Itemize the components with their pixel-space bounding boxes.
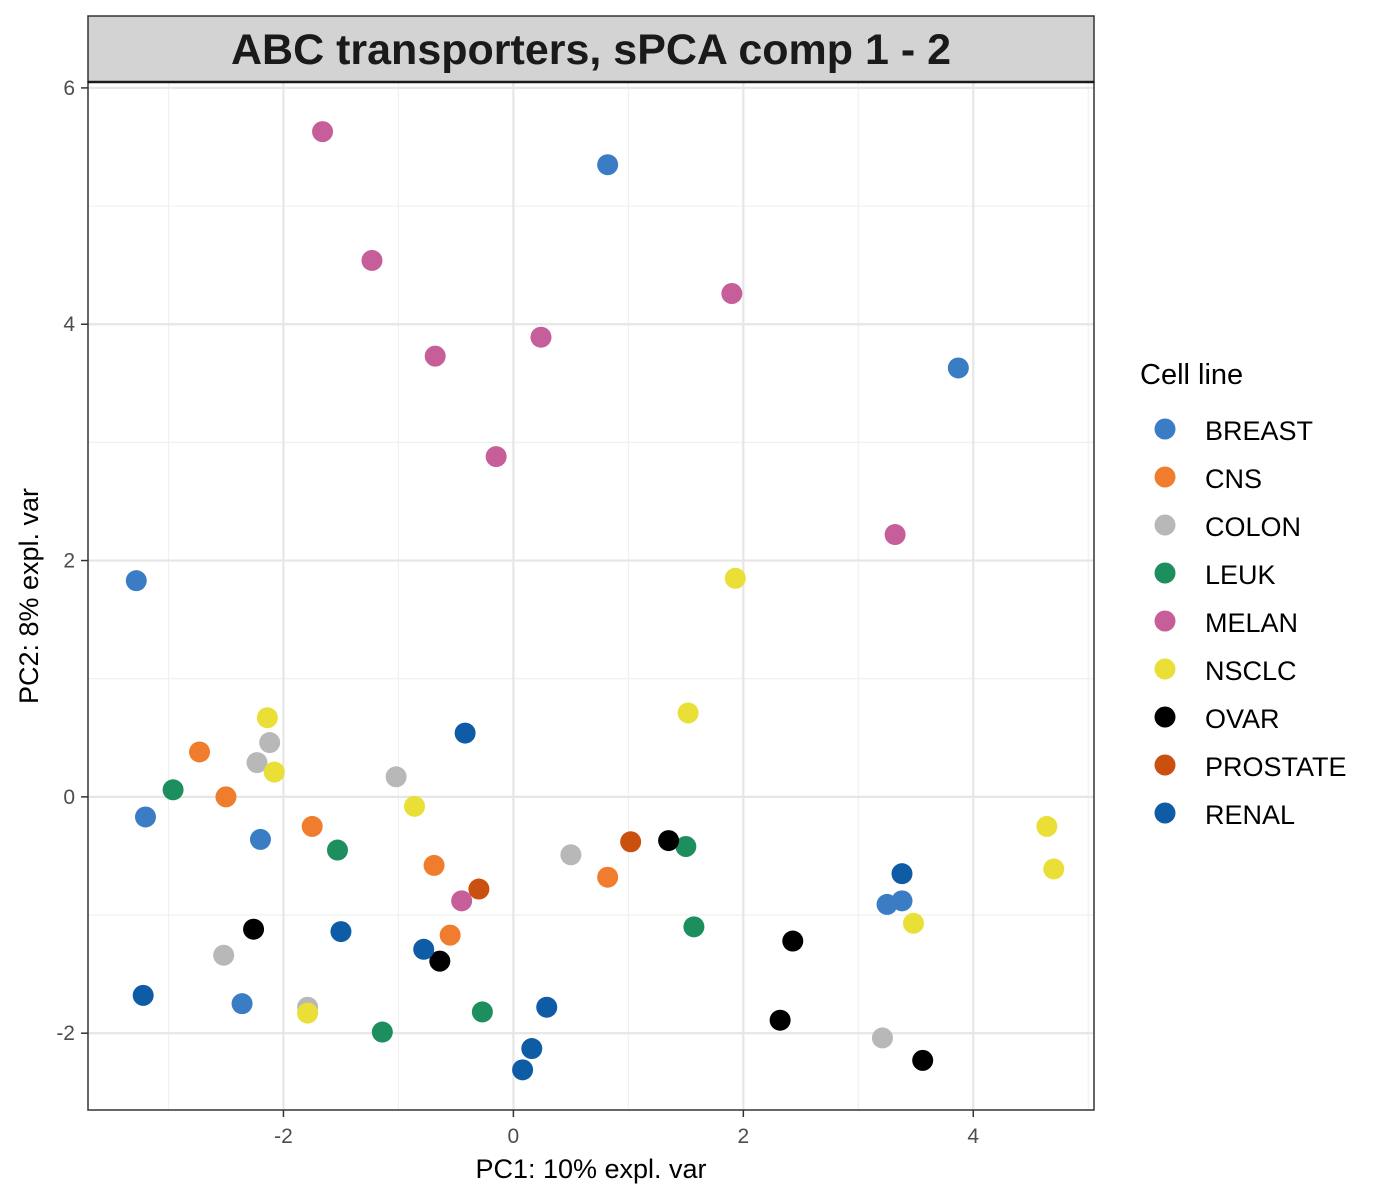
legend-label-prostate: PROSTATE	[1205, 752, 1347, 782]
data-point-ovar	[782, 930, 804, 952]
data-point-nsclc	[1036, 815, 1058, 837]
data-point-renal	[132, 984, 154, 1006]
data-point-leuk	[471, 1001, 493, 1023]
data-point-renal	[521, 1038, 543, 1060]
y-tick-label: 6	[63, 77, 75, 100]
data-point-nsclc	[297, 1002, 319, 1024]
points-layer	[125, 121, 1065, 1081]
data-point-breast	[134, 806, 156, 828]
legend-key-ovar	[1154, 706, 1176, 728]
legend-label-leuk: LEUK	[1205, 560, 1276, 590]
legend-key-prostate	[1154, 754, 1176, 776]
y-tick-label: 2	[63, 550, 75, 573]
data-point-ovar	[912, 1049, 934, 1071]
legend-key-melan	[1154, 610, 1176, 632]
data-point-colon	[213, 944, 235, 966]
legend: BREAST CNS COLON LEUK MELAN NSCLC OVAR PROSTATE…	[1154, 416, 1347, 830]
data-point-renal	[536, 996, 558, 1018]
x-axis-title: PC1: 10% expl. var	[475, 1154, 706, 1184]
chart-title: ABC transporters, sPCA comp 1 - 2	[231, 26, 951, 74]
data-point-cns	[597, 866, 619, 888]
data-point-nsclc	[404, 795, 426, 817]
data-point-nsclc	[724, 567, 746, 589]
data-point-melan	[884, 524, 906, 546]
legend-label-nsclc: NSCLC	[1205, 656, 1297, 686]
data-point-colon	[871, 1027, 893, 1049]
data-point-prostate	[468, 878, 490, 900]
legend-label-breast: BREAST	[1205, 416, 1313, 446]
data-point-breast	[947, 357, 969, 379]
data-point-leuk	[675, 836, 697, 858]
data-point-renal	[512, 1059, 534, 1081]
data-point-nsclc	[263, 761, 285, 783]
legend-key-nsclc	[1154, 658, 1176, 680]
plot-background	[88, 82, 1094, 1110]
data-point-leuk	[162, 779, 184, 801]
data-point-leuk	[371, 1021, 393, 1043]
legend-key-colon	[1154, 514, 1176, 536]
data-point-colon	[259, 732, 281, 754]
grid-layer	[88, 82, 1094, 1110]
data-point-cns	[301, 815, 323, 837]
data-point-prostate	[620, 831, 642, 853]
legend-key-renal	[1154, 802, 1176, 824]
data-point-breast	[125, 570, 147, 592]
legend-label-cns: CNS	[1205, 464, 1262, 494]
legend-key-cns	[1154, 466, 1176, 488]
legend-key-breast	[1154, 418, 1176, 440]
data-point-melan	[312, 121, 334, 143]
data-point-renal	[891, 863, 913, 885]
data-point-colon	[385, 766, 407, 788]
y-tick-label: -2	[56, 1022, 75, 1045]
data-point-breast	[597, 154, 619, 176]
data-point-breast	[231, 993, 253, 1015]
data-point-renal	[413, 938, 435, 960]
x-tick-label: 2	[737, 1125, 749, 1148]
x-tick-label: 0	[508, 1125, 520, 1148]
data-point-melan	[361, 249, 383, 271]
data-point-breast	[891, 890, 913, 912]
data-point-melan	[485, 446, 507, 468]
data-point-melan	[424, 345, 446, 367]
y-axis-title: PC2: 8% expl. var	[14, 488, 44, 704]
data-point-melan	[451, 890, 473, 912]
data-point-nsclc	[902, 912, 924, 934]
x-tick-label: -2	[274, 1125, 293, 1148]
data-point-nsclc	[677, 702, 699, 724]
data-point-renal	[330, 921, 352, 943]
data-point-leuk	[683, 916, 705, 938]
data-point-nsclc	[1043, 858, 1065, 880]
x-tick-label: 4	[967, 1125, 979, 1148]
legend-title: Cell line	[1140, 359, 1243, 391]
legend-key-leuk	[1154, 562, 1176, 584]
y-tick-label: 0	[63, 786, 75, 809]
data-point-nsclc	[256, 707, 278, 729]
data-point-ovar	[243, 918, 265, 940]
data-point-cns	[189, 741, 211, 763]
legend-label-ovar: OVAR	[1205, 704, 1280, 734]
data-point-leuk	[326, 839, 348, 861]
data-point-cns	[215, 786, 237, 808]
data-point-colon	[560, 844, 582, 866]
legend-label-colon: COLON	[1205, 512, 1301, 542]
data-point-melan	[530, 326, 552, 348]
legend-label-melan: MELAN	[1205, 608, 1298, 638]
data-point-cns	[439, 924, 461, 946]
y-tick-label: 4	[63, 313, 75, 336]
legend-label-renal: RENAL	[1205, 800, 1295, 830]
data-point-ovar	[658, 830, 680, 852]
axis-layer: -2 0 2 4 -2 0 2 4 6	[56, 77, 979, 1148]
data-point-melan	[721, 283, 743, 305]
data-point-cns	[423, 854, 445, 876]
data-point-ovar	[769, 1009, 791, 1031]
data-point-ovar	[429, 950, 451, 972]
data-point-breast	[249, 828, 271, 850]
data-point-colon	[246, 752, 268, 774]
data-point-renal	[454, 722, 476, 744]
